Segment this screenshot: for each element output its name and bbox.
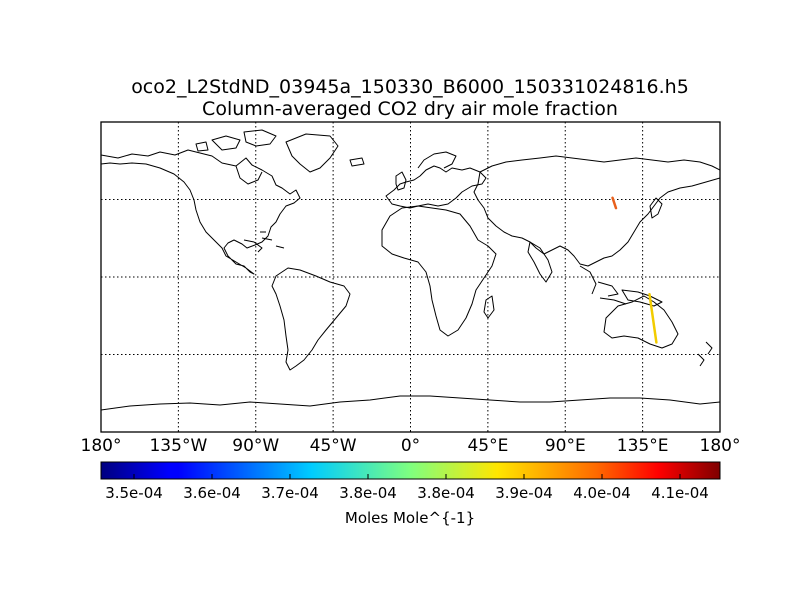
longitude-label: 180°: [80, 436, 122, 456]
coastline-madagascar: [483, 295, 495, 319]
coastline-antarctica: [101, 395, 720, 411]
colorbar: [100, 461, 721, 480]
coastline-australia: [603, 295, 679, 349]
coastline-south-america: [271, 267, 351, 371]
map-frame: [100, 121, 721, 433]
longitude-label: 45°W: [309, 436, 357, 456]
colorbar-tick-label: 4.1e-04: [651, 484, 709, 502]
coastline-africa: [381, 205, 497, 337]
chart-title: oco2_L2StdND_03945a_150330_B6000_1503310…: [131, 76, 689, 98]
colorbar-label: Moles Mole^{-1}: [344, 509, 476, 527]
coastline-japan: [649, 197, 663, 219]
colorbar-tick-label: 3.5e-04: [105, 484, 163, 502]
colorbar-ticks: [133, 474, 681, 479]
colorbar-tick-label: 3.6e-04: [183, 484, 241, 502]
coastline-southeast-asia: [579, 265, 663, 307]
longitude-label: 0°: [400, 436, 421, 456]
coastline-north-america: [101, 149, 301, 275]
coastline-caribbean: [260, 231, 285, 249]
coastline-arctic-islands: [195, 129, 277, 152]
colorbar-tick-label: 3.9e-04: [495, 484, 553, 502]
coastline-britain: [395, 171, 407, 191]
colorbar-tick-label: 3.7e-04: [261, 484, 319, 502]
colorbar-tick-label: 3.8e-04: [339, 484, 397, 502]
coastline-hudson: [235, 165, 263, 185]
coastline-scandinavia: [417, 151, 457, 169]
chart-subtitle: Column-averaged CO2 dry air mole fractio…: [202, 98, 618, 120]
gridlines: [101, 122, 720, 432]
coastlines: [101, 129, 720, 411]
colorbar-tick-label: 3.8e-04: [417, 484, 475, 502]
longitude-label: 135°E: [616, 436, 669, 456]
longitude-label: 90°W: [232, 436, 280, 456]
coastline-greenland: [285, 133, 339, 173]
sounding-track: [648, 292, 658, 344]
longitude-label: 90°E: [544, 436, 586, 456]
coastline-india: [527, 241, 553, 283]
coastline-iceland: [349, 157, 365, 167]
longitude-label: 135°W: [149, 436, 208, 456]
colorbar-tick-label: 4.0e-04: [573, 484, 631, 502]
co2-soundings: [611, 196, 658, 344]
coastline-new-zealand: [697, 341, 713, 367]
sounding-track: [611, 196, 618, 210]
coastline-gulf: [243, 239, 263, 253]
longitude-label: 45°E: [467, 436, 509, 456]
coastline-asia: [473, 155, 720, 267]
longitude-label: 180°: [699, 436, 741, 456]
